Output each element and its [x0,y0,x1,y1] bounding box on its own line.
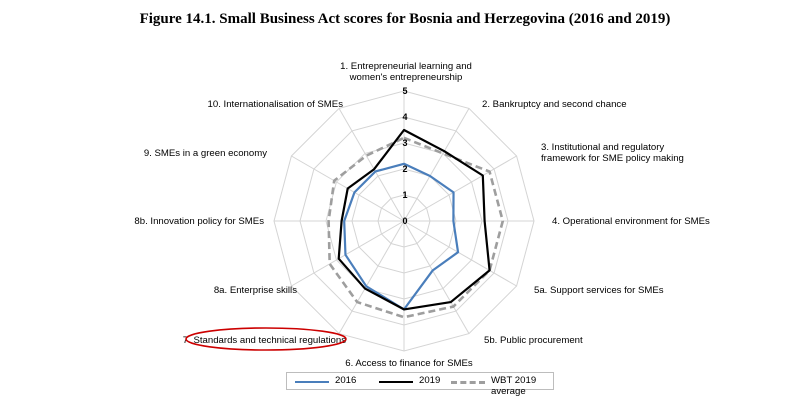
axis-label-6: 5b. Public procurement [484,335,583,346]
axis-label-10: 8b. Innovation policy for SMEs [134,216,264,227]
grid-spoke-9 [291,220,405,287]
legend-2019-line [379,381,413,383]
legend-2016-label: 2016 [335,375,357,386]
grid-spoke-12 [338,108,405,222]
axis-label-7: 6. Access to finance for SMEs [345,358,473,369]
radar-ticks: 0 1 2 3 4 5 [402,86,407,226]
axis-label-8: 7. Standards and technical regulations [183,335,346,346]
tick-label: 4 [402,112,407,122]
axis-label-2: 2. Bankruptcy and second chance [482,99,627,110]
axis-label-5: 5a. Support services for SMEs [534,285,664,296]
grid-spoke-5 [403,220,517,287]
series-line-2019 [337,128,491,311]
axis-label-3: framework for SME policy making [541,153,684,164]
axis-label-1: 1. Entrepreneurial learning and [340,61,472,72]
series-line-wbt-2019-average [327,136,505,319]
chart-title: Figure 14.1. Small Business Act scores f… [139,11,671,27]
radar-series [327,128,505,319]
tick-label: 1 [402,190,407,200]
legend-wbt-label: WBT 2019 average [491,375,537,397]
series-line-2016 [343,162,460,311]
legend-2019-label: 2019 [419,375,441,386]
grid-spoke-6 [403,220,470,334]
axis-label-1: women's entrepreneurship [349,72,463,83]
axis-label-3: 3. Institutional and regulatory [541,142,664,153]
highlight-ellipse [185,327,347,351]
axis-label-9: 8a. Enterprise skills [214,285,297,296]
grid-spoke-8 [338,220,405,334]
tick-label: 0 [402,216,407,226]
grid-spoke-3 [403,155,517,222]
tick-label: 2 [402,164,407,174]
radar-grid [273,90,535,352]
legend-2016-line [295,381,329,383]
axis-label-4: 4. Operational environment for SMEs [552,216,710,227]
axis-label-11: 9. SMEs in a green economy [144,148,267,159]
chart-legend: 2016 2019 WBT 2019 average [286,372,554,397]
axis-label-12: 10. Internationalisation of SMEs [208,99,344,110]
grid-spoke-2 [403,108,470,222]
legend-wbt-line [451,381,485,384]
tick-label: 3 [402,138,407,148]
tick-label: 5 [402,86,407,96]
